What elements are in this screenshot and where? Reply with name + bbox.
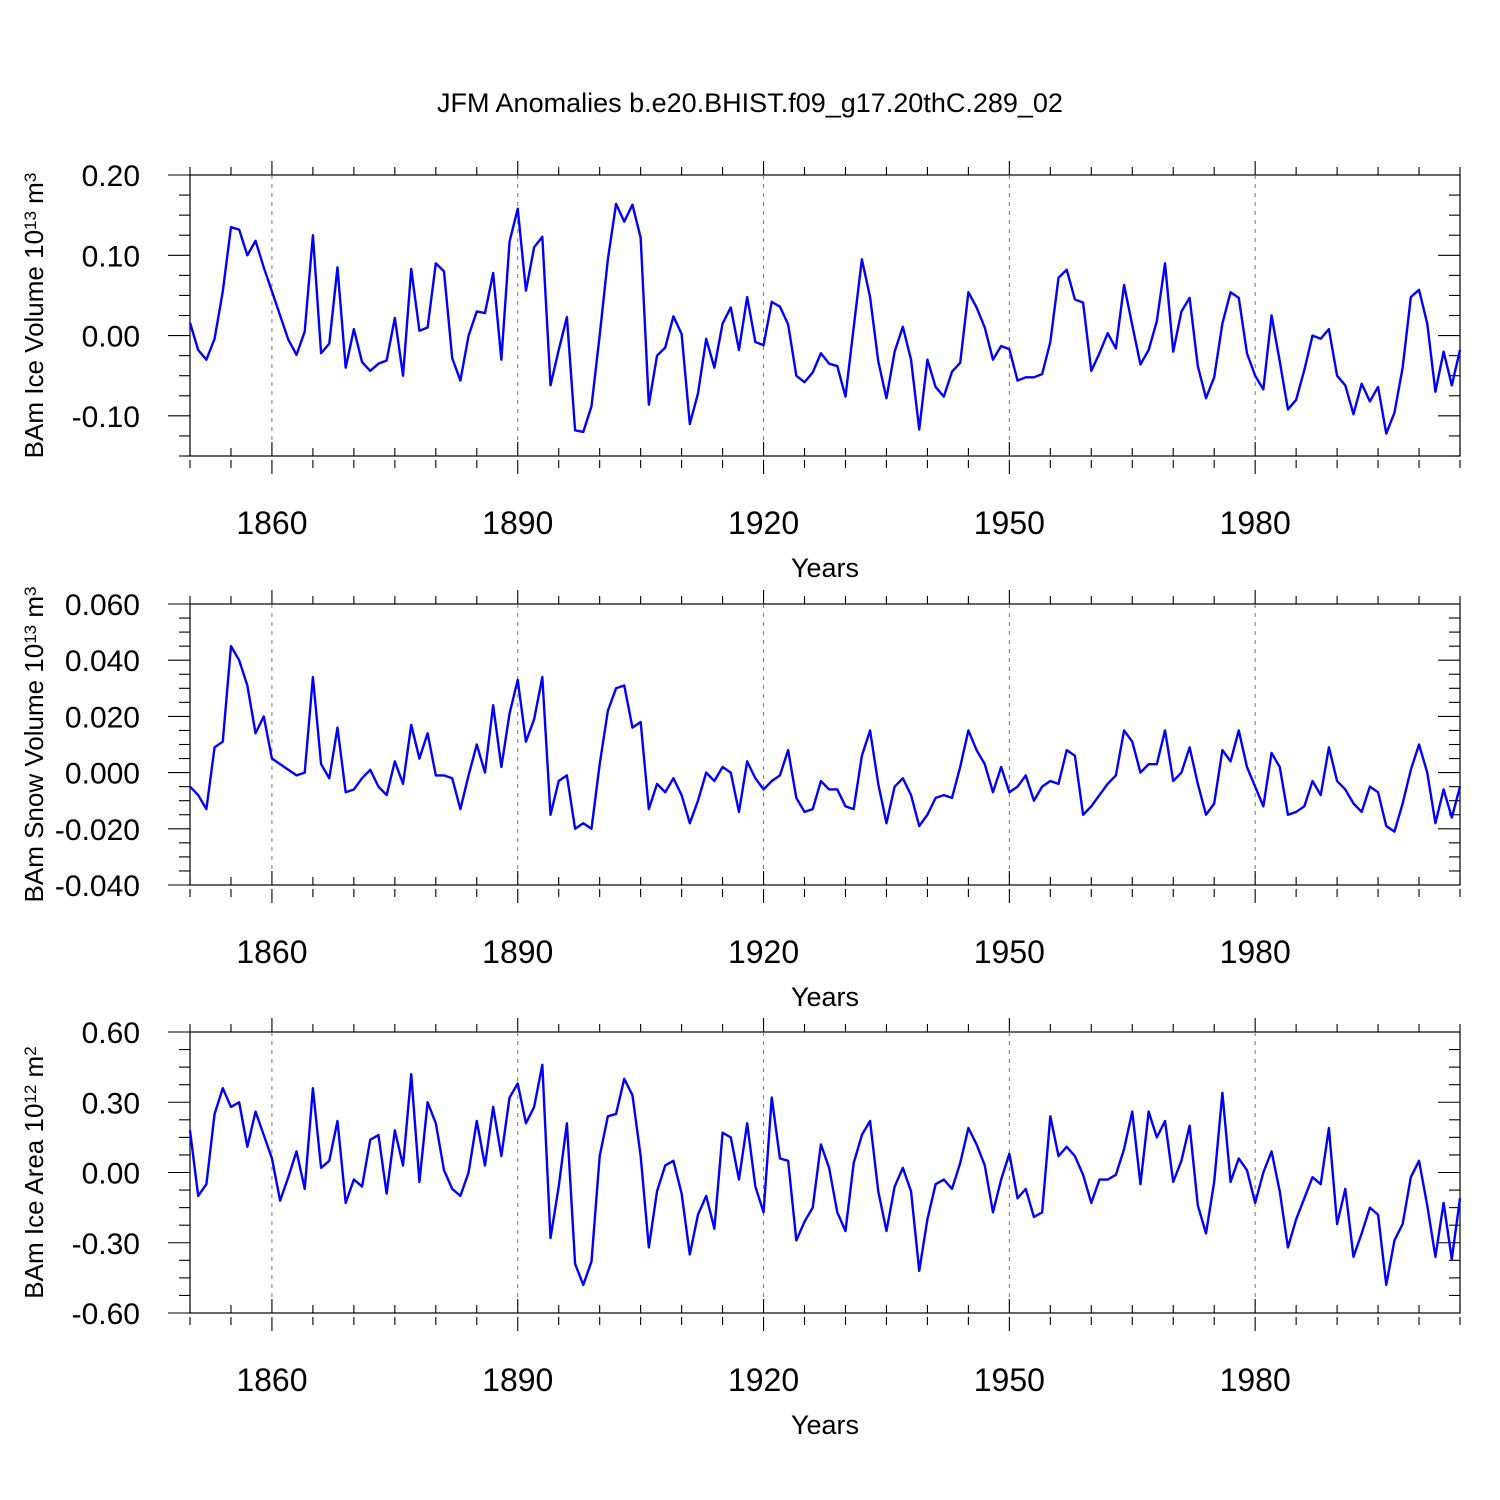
series-line <box>188 1063 1462 1287</box>
x-tick-label: 1950 <box>974 505 1045 541</box>
y-tick-label: 0.000 <box>65 758 140 791</box>
x-tick-label: 1890 <box>482 934 553 970</box>
chart-panels: 1860 1890 1920 1950 1980 -0.10 0.00 0.10 0.20 Yea… <box>19 160 1462 1440</box>
y-tick-label: 0.00 <box>82 1158 140 1191</box>
y-tick-label: 0.040 <box>65 645 140 678</box>
y-axis-label-exponent: 2 <box>21 1046 40 1055</box>
y-tick-label: 0.020 <box>65 701 140 734</box>
panel-2: 1860 1890 1920 1950 1980 -0.040 -0.020 0.000 0.0… <box>19 587 1462 1012</box>
y-tick-label: -0.10 <box>72 401 140 434</box>
y-axis-label-text: BAm Ice Area 10 <box>19 1104 49 1299</box>
y-axis-label-text: BAm Snow Volume 10 <box>19 644 49 903</box>
series-line <box>188 202 1462 435</box>
y-tick-label: 0.30 <box>82 1087 140 1120</box>
series-line <box>189 644 1462 833</box>
x-axis-label: Years <box>791 553 859 583</box>
y-axis-label-exponent: 12 <box>21 1085 40 1104</box>
x-tick-label: 1950 <box>974 934 1045 970</box>
x-tick-label: 1860 <box>236 934 307 970</box>
y-tick-label: 0.00 <box>82 321 140 354</box>
x-tick-label: 1980 <box>1220 1362 1291 1398</box>
y-axis-label: BAm Snow Volume 1013 m3 <box>19 587 49 903</box>
y-axis-label-text: m <box>19 1056 49 1085</box>
x-tick-label: 1890 <box>482 505 553 541</box>
y-axis-label-text: BAm Ice Volume 10 <box>19 230 49 458</box>
x-tick-label: 1890 <box>482 1362 553 1398</box>
y-axis-label-exponent: 3 <box>21 587 40 596</box>
x-axis-label: Years <box>791 982 859 1012</box>
y-axis-label: BAm Ice Volume 1013 m3 <box>19 173 49 459</box>
y-axis-label-text: m <box>19 182 49 211</box>
y-tick-label: -0.020 <box>55 814 140 847</box>
y-tick-label: 0.060 <box>65 589 140 622</box>
y-tick-label: 0.60 <box>82 1017 140 1050</box>
chart-title: JFM Anomalies b.e20.BHIST.f09_g17.20thC.… <box>437 88 1063 118</box>
y-axis-label-exponent: 13 <box>21 211 40 230</box>
x-tick-label: 1860 <box>236 505 307 541</box>
y-tick-label: 0.20 <box>82 160 140 193</box>
x-tick-label: 1920 <box>728 505 799 541</box>
y-tick-label: -0.30 <box>72 1228 140 1261</box>
y-tick-label: 0.10 <box>82 240 140 273</box>
y-axis-label: BAm Ice Area 1012 m2 <box>19 1046 49 1298</box>
y-axis-label-exponent: 13 <box>21 625 40 644</box>
x-tick-label: 1920 <box>728 1362 799 1398</box>
y-axis-label-text: m <box>19 596 49 625</box>
x-axis-label: Years <box>791 1410 859 1440</box>
y-axis-label-exponent: 3 <box>21 173 40 182</box>
y-tick-label: -0.60 <box>72 1298 140 1331</box>
x-tick-label: 1860 <box>236 1362 307 1398</box>
panel-1: 1860 1890 1920 1950 1980 -0.10 0.00 0.10 0.20 Yea… <box>19 160 1462 583</box>
plot-frame <box>189 1031 1461 1314</box>
x-tick-label: 1980 <box>1220 505 1291 541</box>
plot-frame <box>189 603 1461 886</box>
x-tick-label: 1980 <box>1220 934 1291 970</box>
panel-3: 1860 1890 1920 1950 1980 -0.60 -0.30 0.00 0.30 0.… <box>19 1017 1462 1440</box>
plot-frame <box>189 174 1461 457</box>
x-tick-label: 1950 <box>974 1362 1045 1398</box>
x-tick-label: 1920 <box>728 934 799 970</box>
y-tick-label: -0.040 <box>55 870 140 903</box>
